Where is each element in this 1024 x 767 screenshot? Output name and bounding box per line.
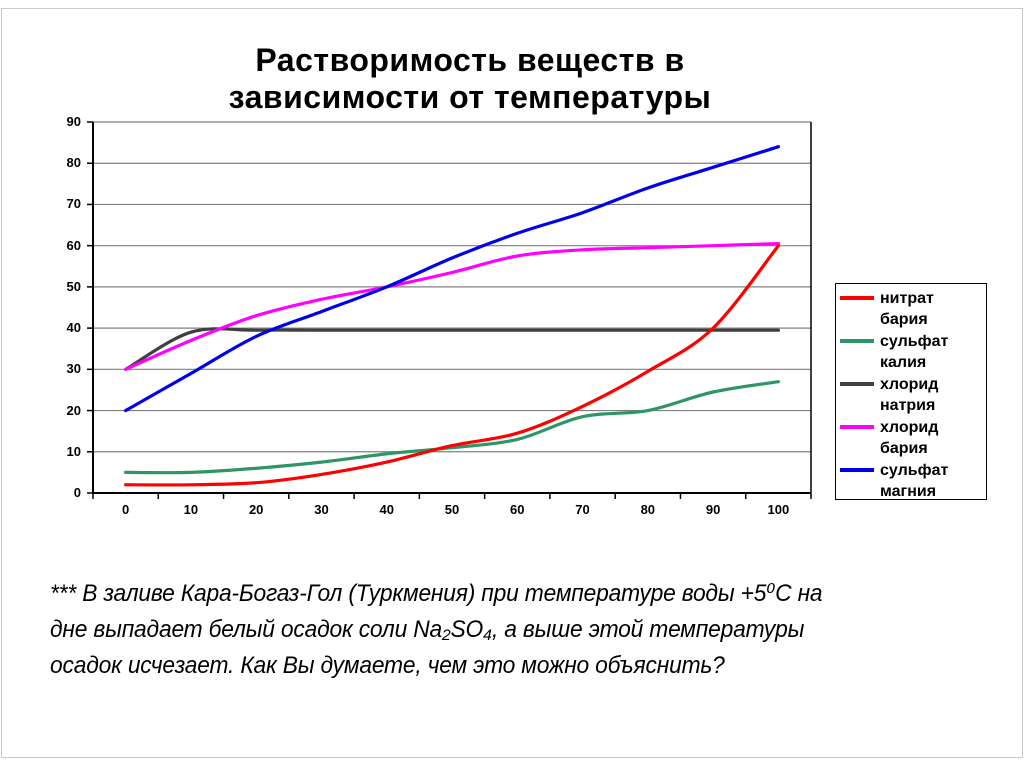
y-tick-label: 0 (73, 485, 81, 500)
line-chart-plot-area (87, 121, 812, 499)
y-tick-label: 50 (66, 278, 81, 294)
chart-legend: нитрат бария сульфат калия хлорид натрия хл… (835, 283, 987, 500)
legend-item: сульфат магния (840, 460, 984, 502)
series-line-сульфат-калия (124, 380, 780, 475)
footnote-line-3: осадок исчезает. Как Вы думаете, чем это… (50, 652, 725, 679)
x-tick-label: 70 (575, 502, 590, 517)
x-tick-label: 80 (640, 502, 656, 517)
series-line-хлорид-натрия (124, 327, 780, 371)
y-tick-label: 30 (66, 361, 81, 377)
x-tick-label: 40 (379, 502, 394, 517)
series-line-хлорид-бария (124, 242, 780, 371)
x-tick-label: 60 (510, 502, 525, 517)
legend-label: сульфат калия (880, 333, 949, 371)
legend-item: сульфат калия (840, 331, 984, 373)
legend-item: нитрат бария (840, 288, 984, 330)
legend-item: хлорид натрия (840, 374, 984, 416)
footnote-line-2: дне выпадает белый осадок соли Na₂SO₄, а… (50, 616, 805, 643)
x-tick-label: 20 (248, 502, 264, 517)
y-tick-label: 60 (66, 237, 81, 253)
y-tick-label: 80 (66, 155, 81, 171)
series-line-сульфат-магния (124, 145, 780, 413)
x-tick-label: 0 (122, 502, 130, 517)
y-tick-label: 90 (66, 114, 81, 129)
y-tick-label: 70 (66, 196, 81, 212)
y-tick-label: 40 (66, 320, 81, 336)
series-line-нитрат-бария (124, 244, 780, 487)
legend-label: хлорид натрия (880, 376, 939, 414)
legend-line-swatch (840, 382, 874, 386)
x-tick-label: 50 (444, 502, 460, 517)
chart-title: Растворимость веществ в зависимости от т… (228, 42, 712, 115)
footnote-line-1: *** В заливе Кара-Богаз-Гол (Туркмения) … (50, 580, 823, 607)
y-tick-label: 10 (66, 443, 81, 459)
legend-label: хлорид бария (880, 419, 939, 457)
legend-item: хлорид бария (840, 417, 984, 459)
x-tick-label: 90 (705, 502, 721, 517)
legend-label: сульфат магния (880, 462, 949, 500)
x-tick-label: 10 (183, 502, 199, 517)
legend-line-swatch (840, 468, 874, 472)
x-tick-label: 30 (314, 502, 329, 517)
legend-line-swatch (840, 296, 874, 300)
legend-label: нитрат бария (880, 290, 934, 328)
legend-line-swatch (840, 339, 874, 343)
x-tick-label: 100 (767, 502, 790, 517)
legend-line-swatch (840, 425, 874, 429)
footnote-text: *** В заливе Кара-Богаз-Гол (Туркмения) … (50, 576, 981, 684)
y-tick-label: 20 (66, 402, 81, 418)
